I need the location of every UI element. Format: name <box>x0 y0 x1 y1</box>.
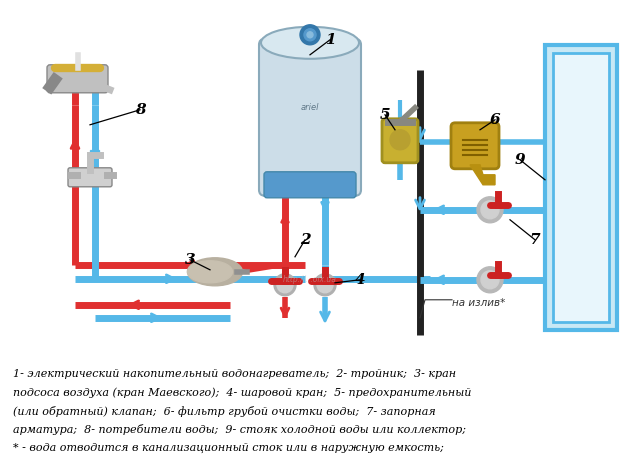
Circle shape <box>274 274 296 296</box>
FancyBboxPatch shape <box>47 65 108 93</box>
Text: 9: 9 <box>515 153 526 167</box>
Circle shape <box>390 130 410 150</box>
Text: 8: 8 <box>134 103 145 117</box>
Circle shape <box>307 32 313 38</box>
Text: 6: 6 <box>489 113 500 127</box>
Circle shape <box>314 274 336 296</box>
Circle shape <box>317 277 333 293</box>
Ellipse shape <box>188 261 233 283</box>
FancyBboxPatch shape <box>264 172 356 198</box>
Ellipse shape <box>261 27 359 59</box>
Ellipse shape <box>188 258 242 286</box>
Circle shape <box>300 25 320 45</box>
Circle shape <box>481 201 499 219</box>
Circle shape <box>481 271 499 289</box>
Text: арматура;  8- потребители воды;  9- стояк холодной воды или коллектор;: арматура; 8- потребители воды; 9- стояк … <box>13 424 465 435</box>
FancyBboxPatch shape <box>545 45 617 330</box>
Text: на излив*: на излив* <box>452 298 505 308</box>
Text: http://...olx.ua: http://...olx.ua <box>283 275 337 284</box>
Text: (или обратный) клапан;  6- фильтр грубой очистки воды;  7- запорная: (или обратный) клапан; 6- фильтр грубой … <box>13 406 436 417</box>
Text: ariel: ariel <box>301 103 320 112</box>
Text: 5: 5 <box>380 108 391 122</box>
Text: 3: 3 <box>184 253 195 267</box>
Text: 1: 1 <box>325 33 335 47</box>
Circle shape <box>477 197 503 223</box>
FancyBboxPatch shape <box>68 168 112 187</box>
Text: подсоса воздуха (кран Маевского);  4- шаровой кран;  5- предохранительный: подсоса воздуха (кран Маевского); 4- шар… <box>13 387 471 398</box>
Circle shape <box>477 267 503 293</box>
FancyBboxPatch shape <box>553 53 609 322</box>
Circle shape <box>304 29 316 41</box>
Text: 4: 4 <box>354 273 365 287</box>
Text: 7: 7 <box>529 233 540 247</box>
FancyBboxPatch shape <box>259 39 361 196</box>
Polygon shape <box>470 165 495 185</box>
FancyBboxPatch shape <box>382 119 418 163</box>
Text: * - вода отводится в канализационный сток или в наружную емкость;: * - вода отводится в канализационный сто… <box>13 443 443 453</box>
Circle shape <box>277 277 293 293</box>
Text: 1- электрический накопительный водонагреватель;  2- тройник;  3- кран: 1- электрический накопительный водонагре… <box>13 369 456 379</box>
Text: 2: 2 <box>300 233 310 247</box>
FancyBboxPatch shape <box>451 123 499 169</box>
